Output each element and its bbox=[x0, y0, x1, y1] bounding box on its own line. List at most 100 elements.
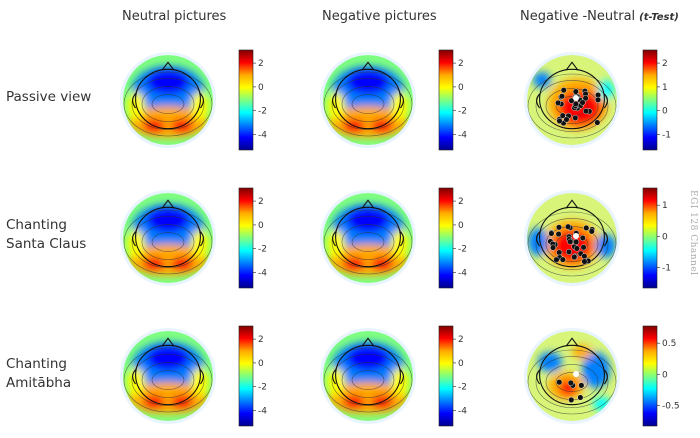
activity-blob bbox=[582, 352, 610, 388]
colorbar-tick-label: 2 bbox=[258, 197, 264, 207]
right-ear bbox=[199, 369, 204, 385]
colorbar bbox=[238, 49, 254, 151]
head-outline bbox=[539, 344, 605, 406]
left-ear bbox=[536, 369, 541, 385]
colorbar-tick-label: 0 bbox=[458, 83, 464, 93]
electrode-marker bbox=[594, 119, 601, 126]
electrode-marker bbox=[553, 256, 560, 263]
electrode-marker bbox=[565, 248, 572, 255]
nose bbox=[361, 199, 375, 209]
electrode-marker-highlight bbox=[573, 233, 579, 239]
side-note: EGI 128 Channel bbox=[688, 190, 698, 276]
row-label-line: Amitābha bbox=[6, 375, 72, 391]
contour-line bbox=[555, 96, 589, 116]
colorbar-tick-label: 0 bbox=[258, 221, 264, 231]
electrode-marker bbox=[572, 88, 579, 95]
topomap-row3-col2: 2 0 -2 -4 bbox=[320, 325, 467, 427]
electrode-marker bbox=[563, 116, 570, 123]
left-ear bbox=[332, 231, 337, 247]
right-ear bbox=[603, 231, 608, 247]
contour-line bbox=[351, 232, 385, 252]
nose bbox=[161, 337, 175, 347]
topomap-row2-col2: 2 0 -2 -4 bbox=[320, 187, 467, 289]
colorbar-tick-label: -2 bbox=[458, 245, 467, 255]
electrode-marker bbox=[556, 118, 563, 125]
electrode-marker bbox=[559, 256, 566, 263]
colorbar bbox=[642, 49, 658, 151]
contour-line bbox=[341, 224, 395, 260]
left-ear bbox=[132, 93, 137, 109]
colorbar-tick-label: -2 bbox=[458, 107, 467, 117]
activity-blob bbox=[533, 72, 551, 88]
head-outline bbox=[135, 206, 201, 268]
topomap-row2-col1: 2 0 -2 -4 bbox=[120, 187, 267, 289]
head-outline bbox=[539, 68, 605, 130]
column-title-negative: Negative pictures bbox=[322, 9, 437, 24]
column-title-difference: Negative -Neutral (t-Test) bbox=[520, 9, 679, 24]
topomap-row1-col3: 2 1 0 -1 bbox=[524, 49, 671, 151]
row-label-line: Chanting bbox=[6, 356, 67, 372]
colorbar-tick-label: -4 bbox=[458, 269, 467, 279]
row-label-line: Chanting bbox=[6, 217, 67, 233]
electrode-marker-highlight bbox=[573, 371, 579, 377]
contour-line bbox=[527, 73, 617, 139]
colorbar-tick-label: -1 bbox=[662, 131, 671, 141]
electrode-marker bbox=[550, 244, 557, 251]
left-ear bbox=[132, 231, 137, 247]
right-ear bbox=[399, 231, 404, 247]
contour-line bbox=[123, 209, 213, 275]
electrode-marker bbox=[582, 95, 589, 102]
nose bbox=[361, 61, 375, 71]
head-outline bbox=[335, 344, 401, 406]
electrode-marker-highlight bbox=[573, 95, 579, 101]
contour-line bbox=[535, 218, 609, 270]
head-outline bbox=[335, 68, 401, 130]
electrode-marker bbox=[581, 258, 588, 265]
activity-blob bbox=[146, 345, 190, 371]
electrode-marker bbox=[572, 114, 579, 121]
electrode-marker bbox=[548, 230, 555, 237]
colorbar-tick-label: 2 bbox=[458, 59, 464, 69]
contour-line bbox=[323, 209, 413, 275]
electrode-marker bbox=[581, 253, 588, 260]
left-ear bbox=[536, 231, 541, 247]
colorbar-tick-label: -4 bbox=[258, 407, 267, 417]
row-label-chanting-amitabha: Chanting Amitābha bbox=[6, 355, 71, 393]
electrode-marker bbox=[580, 244, 587, 251]
colorbar bbox=[238, 187, 254, 289]
colorbar-tick-label: 1 bbox=[662, 201, 668, 211]
left-ear bbox=[332, 93, 337, 109]
electrode-marker bbox=[571, 254, 578, 261]
difference-title-text: Negative -Neutral bbox=[520, 9, 636, 24]
colorbar-tick-label: 0 bbox=[662, 370, 668, 380]
column-title-neutral: Neutral pictures bbox=[122, 9, 227, 24]
electrode-marker bbox=[559, 112, 566, 119]
electrode-marker bbox=[572, 100, 579, 107]
colorbar-tick-label: -4 bbox=[258, 269, 267, 279]
colorbar-tick-label: -2 bbox=[458, 383, 467, 393]
left-ear bbox=[132, 369, 137, 385]
contour-line bbox=[527, 211, 617, 277]
activity-blob bbox=[146, 207, 190, 233]
electrode-marker bbox=[560, 87, 567, 94]
right-ear bbox=[399, 369, 404, 385]
colorbar-tick-label: -1 bbox=[662, 264, 671, 274]
electrode-marker bbox=[558, 93, 565, 100]
contour-line bbox=[341, 86, 395, 122]
contour-line bbox=[351, 370, 385, 390]
colorbar-tick-label: 0 bbox=[458, 221, 464, 231]
contour-line bbox=[131, 354, 205, 406]
contour-line bbox=[527, 349, 617, 415]
electrode-marker bbox=[556, 379, 563, 386]
left-ear bbox=[332, 369, 337, 385]
contour-line bbox=[151, 370, 185, 390]
contour-line bbox=[351, 94, 385, 114]
nose bbox=[565, 199, 579, 209]
electrode-marker bbox=[578, 382, 585, 389]
colorbar-tick-label: -4 bbox=[258, 131, 267, 141]
electrode-marker bbox=[556, 224, 563, 231]
contour-line bbox=[123, 71, 213, 137]
head-outline bbox=[135, 344, 201, 406]
electrode-marker bbox=[588, 228, 595, 235]
row-label-chanting-santa-claus: Chanting Santa Claus bbox=[6, 216, 86, 254]
